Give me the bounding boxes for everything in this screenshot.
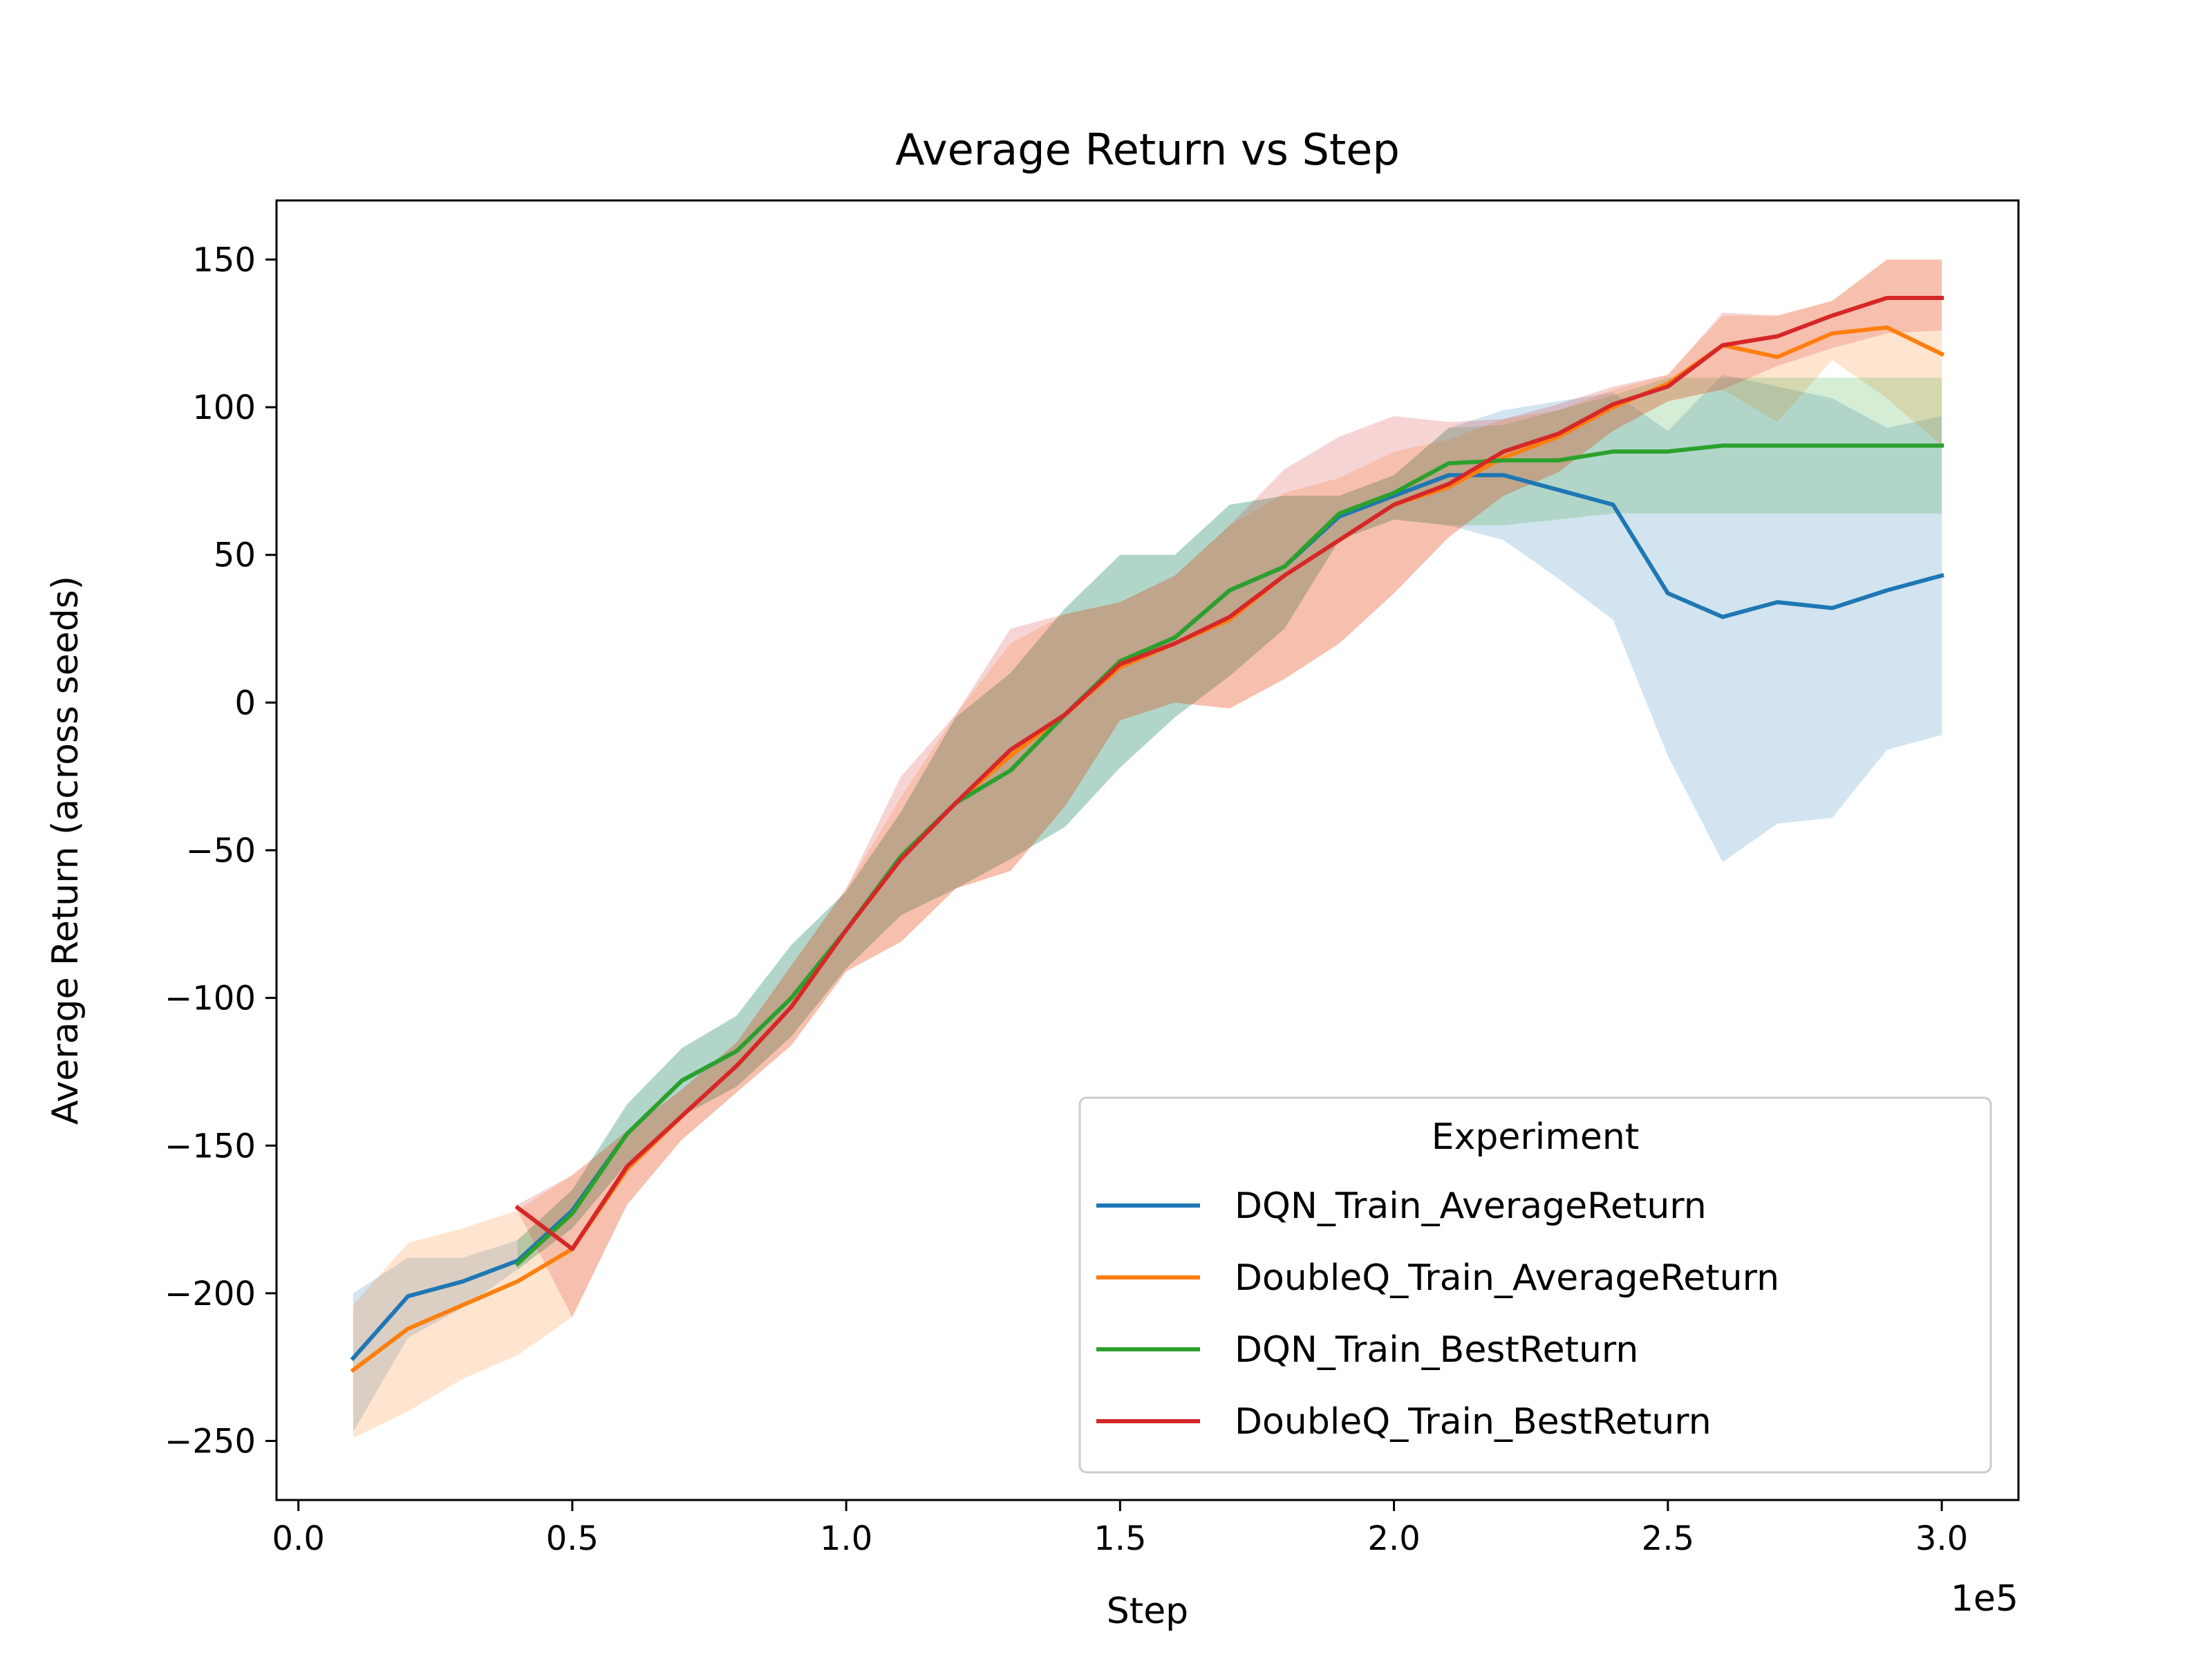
- y-axis: 150 100 50 0 −50 −100 −150 −200 −250: [165, 241, 276, 1461]
- y-tick-label: 50: [214, 536, 256, 575]
- y-tick-label: −150: [165, 1127, 256, 1165]
- legend-label-1: DQN_Train_AverageReturn: [1235, 1185, 1707, 1227]
- x-axis-label: Step: [1107, 1591, 1188, 1632]
- legend-label-2: DoubleQ_Train_AverageReturn: [1235, 1257, 1779, 1299]
- legend-title: Experiment: [1432, 1116, 1639, 1158]
- band-series-3: [517, 377, 1942, 1270]
- x-tick-label: 2.5: [1642, 1519, 1694, 1558]
- y-tick-label: −100: [165, 980, 256, 1018]
- x-tick-label: 2.0: [1367, 1519, 1420, 1558]
- y-tick-label: −50: [186, 832, 256, 870]
- x-tick-label: 1.0: [820, 1519, 872, 1558]
- legend-entries: DQN_Train_AverageReturn DoubleQ_Train_Ave…: [1096, 1185, 1779, 1443]
- y-tick-label: 100: [192, 388, 256, 427]
- x-axis: 0.0 0.5 1.0 1.5 2.0 2.5 3.0: [272, 1500, 1968, 1558]
- y-tick-label: −200: [165, 1275, 256, 1313]
- x-tick-label: 1.5: [1094, 1519, 1146, 1558]
- x-tick-label: 0.5: [546, 1519, 599, 1558]
- band-series-2: [353, 259, 1942, 1438]
- x-tick-label: 3.0: [1915, 1519, 1968, 1558]
- chart-title: Average Return vs Step: [895, 124, 1400, 175]
- legend: Experiment DQN_Train_AverageReturn Double…: [1078, 1096, 1992, 1474]
- series-lines: [350, 296, 1945, 1374]
- y-tick-label: 150: [192, 241, 256, 279]
- y-tick-label: 0: [234, 684, 256, 722]
- line-series-4: [514, 296, 1944, 1251]
- legend-label-4: DoubleQ_Train_BestReturn: [1235, 1401, 1712, 1443]
- legend-label-3: DQN_Train_BestReturn: [1235, 1329, 1638, 1371]
- band-series-1: [353, 375, 1942, 1432]
- series-bands: [353, 259, 1942, 1438]
- y-tick-label: −250: [165, 1423, 256, 1461]
- legend-box: [1078, 1096, 1992, 1474]
- y-axis-label: Average Return (across seeds): [45, 576, 86, 1125]
- x-tick-label: 0.0: [272, 1519, 325, 1558]
- line-series-3: [514, 443, 1944, 1267]
- x-axis-offset-label: 1e5: [1951, 1578, 2018, 1620]
